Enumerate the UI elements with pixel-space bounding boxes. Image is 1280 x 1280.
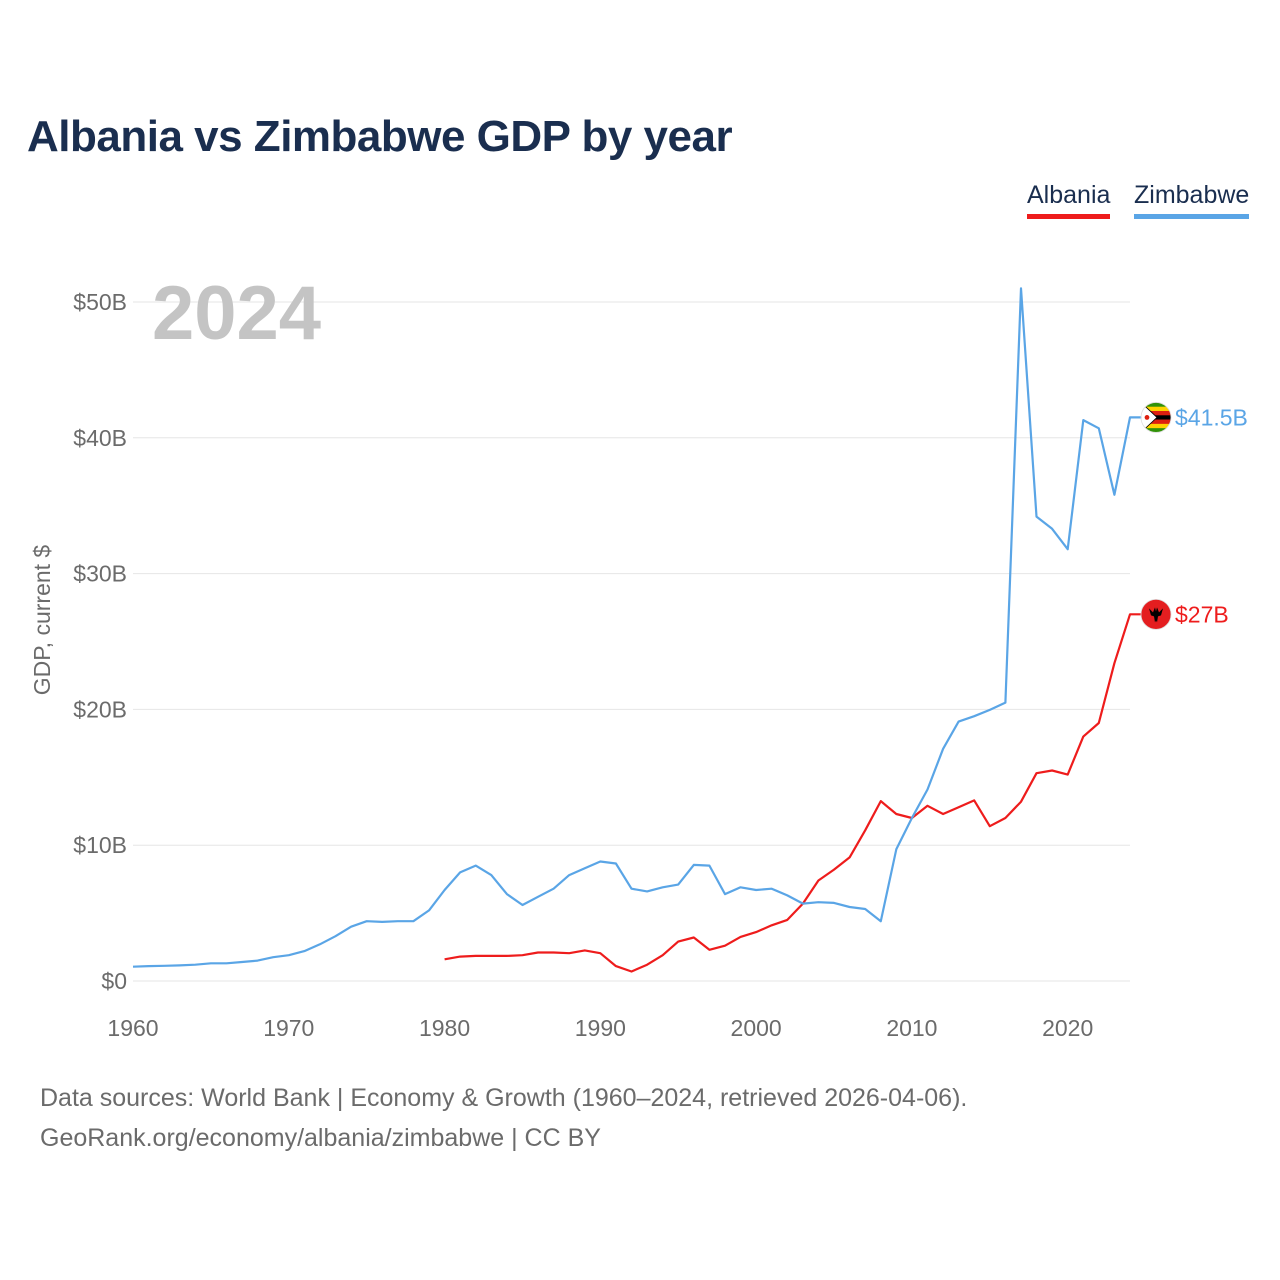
- x-tick-label: 1970: [263, 1015, 314, 1041]
- year-watermark: 2024: [152, 271, 321, 356]
- source-link[interactable]: GeoRank.org/economy/albania/zimbabwe | C…: [40, 1124, 601, 1152]
- zimbabwe-flag-icon: [1140, 402, 1172, 433]
- end-value-label-zimbabwe: $41.5B: [1175, 404, 1248, 430]
- y-tick-label: $20B: [73, 696, 127, 722]
- data-source-text: Data sources: World Bank | Economy & Gro…: [40, 1084, 968, 1112]
- legend-item-albania[interactable]: Albania: [1027, 181, 1111, 219]
- x-tick-label: 2020: [1042, 1015, 1093, 1041]
- y-axis-label: GDP, current $: [29, 545, 55, 696]
- y-tick-label: $30B: [73, 561, 127, 587]
- y-tick-label: $50B: [73, 289, 127, 315]
- series-lines: [132, 287, 1142, 973]
- series-end-markers: $27B $41.5B: [1140, 402, 1248, 630]
- x-tick-label: 2000: [731, 1015, 782, 1041]
- y-tick-label: $40B: [73, 425, 127, 451]
- y-axis-ticks: $0 $10B $20B $30B $40B $50B: [73, 289, 127, 994]
- end-value-label-albania: $27B: [1175, 601, 1229, 627]
- albania-flag-icon: [1140, 598, 1172, 630]
- x-tick-label: 2010: [886, 1015, 937, 1041]
- series-line-albania: [444, 613, 1142, 973]
- y-tick-label: $0: [101, 968, 127, 994]
- x-tick-label: 1960: [107, 1015, 158, 1041]
- x-axis-ticks: 1960 1970 1980 1990 2000 2010 2020: [107, 1015, 1093, 1041]
- page-title: Albania vs Zimbabwe GDP by year: [27, 112, 733, 161]
- x-tick-label: 1980: [419, 1015, 470, 1041]
- y-tick-label: $10B: [73, 832, 127, 858]
- grid-lines: [133, 301, 1130, 982]
- series-line-zimbabwe: [132, 287, 1142, 968]
- x-tick-label: 1990: [575, 1015, 626, 1041]
- legend-item-zimbabwe[interactable]: Zimbabwe: [1134, 181, 1250, 219]
